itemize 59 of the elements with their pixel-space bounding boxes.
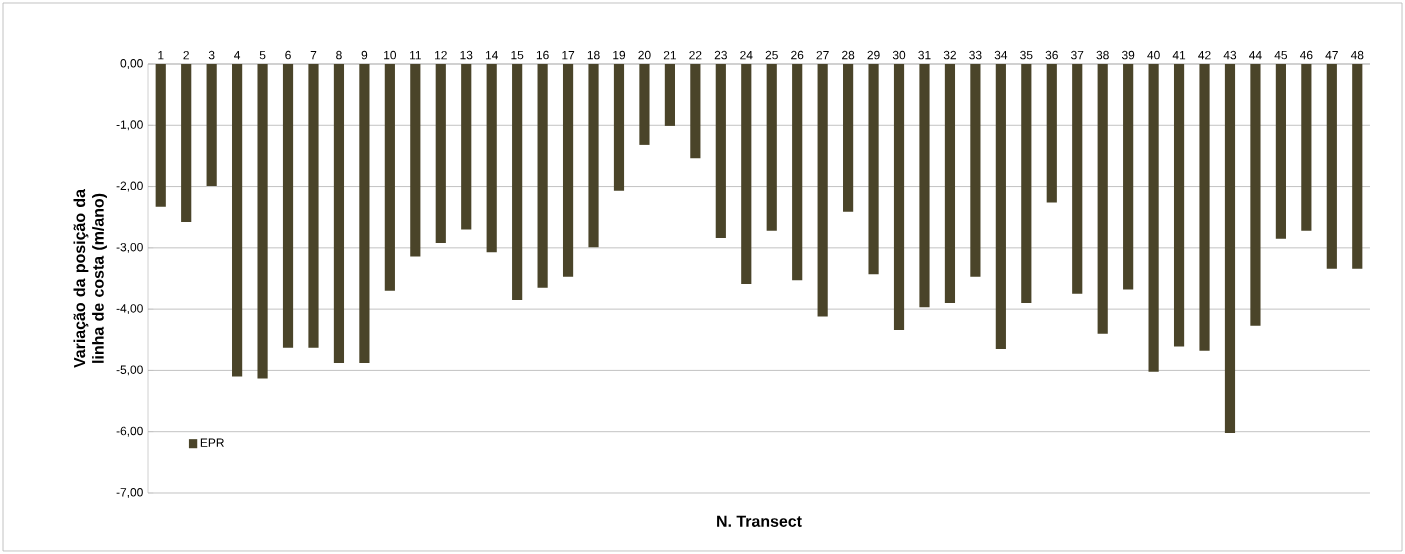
x-tick-label: 36 (1045, 50, 1058, 60)
x-tick-label: 38 (1096, 50, 1109, 60)
y-axis-title: Variação da posição da linha de costa (m/ano) (73, 188, 107, 368)
x-tick-label: 40 (1147, 50, 1160, 60)
x-tick-label: 27 (816, 50, 829, 60)
x-tick-label: 28 (842, 50, 855, 60)
x-tick-label: 22 (689, 50, 702, 60)
y-tick-label: -6,00 (116, 426, 143, 437)
x-tick-label: 17 (562, 51, 575, 60)
x-tick-label: 46 (1299, 50, 1313, 60)
x-tick-label: 37 (1071, 50, 1084, 60)
x-tick-label: 35 (1020, 50, 1033, 60)
x-tick-label: 5 (259, 50, 266, 60)
x-tick-label: 30 (892, 50, 906, 60)
x-tick-label: 32 (943, 50, 956, 60)
legend-label: EPR (200, 438, 224, 447)
x-tick-label: 12 (435, 50, 447, 60)
x-axis-title: N. Transect (717, 515, 802, 527)
x-tick-label: 6 (285, 50, 291, 60)
x-tick-label: 42 (1198, 50, 1211, 60)
x-tick-label: 13 (460, 50, 473, 60)
y-tick-label: -2,00 (116, 181, 143, 192)
x-tick-label: 10 (384, 50, 397, 60)
x-tick-label: 34 (994, 50, 1008, 60)
x-tick-label: 7 (310, 51, 317, 60)
x-tick-label: 43 (1223, 50, 1237, 60)
x-tick-label: 45 (1274, 50, 1288, 60)
x-tick-label: 26 (791, 50, 804, 60)
y-tick-label: -1,00 (116, 120, 143, 131)
x-tick-label: 20 (638, 50, 651, 60)
x-tick-label: 31 (918, 50, 931, 60)
x-tick-label: 21 (663, 50, 676, 60)
x-tick-label: 41 (1172, 51, 1186, 60)
x-tick-label: 9 (361, 50, 368, 60)
x-tick-label: 14 (485, 51, 498, 60)
x-tick-label: 19 (613, 50, 626, 60)
x-tick-label: 24 (740, 50, 753, 60)
y-tick-label: -5,00 (116, 365, 143, 376)
x-tick-label: 3 (208, 50, 215, 60)
x-tick-label: 2 (183, 50, 189, 60)
x-tick-label: 18 (587, 50, 600, 60)
x-tick-label: 47 (1325, 51, 1338, 60)
x-tick-label: 16 (536, 50, 549, 60)
x-tick-label: 33 (969, 50, 982, 60)
y-tick-label: -7,00 (116, 488, 143, 498)
y-tick-label: -3,00 (116, 242, 143, 253)
x-tick-label: 29 (867, 50, 880, 60)
x-tick-label: 39 (1121, 50, 1135, 60)
x-tick-label: 48 (1350, 50, 1364, 60)
x-tick-label: 4 (234, 51, 241, 60)
y-tick-label: -4,00 (116, 304, 143, 315)
x-tick-label: 8 (336, 50, 342, 60)
x-tick-label: 1 (158, 51, 164, 60)
x-tick-label: 23 (714, 50, 727, 60)
x-tick-label: 11 (410, 51, 421, 60)
y-tick-label: 0,00 (120, 59, 143, 69)
x-tick-label: 44 (1249, 51, 1262, 60)
x-tick-label: 15 (511, 50, 524, 60)
x-tick-label: 25 (765, 50, 778, 60)
